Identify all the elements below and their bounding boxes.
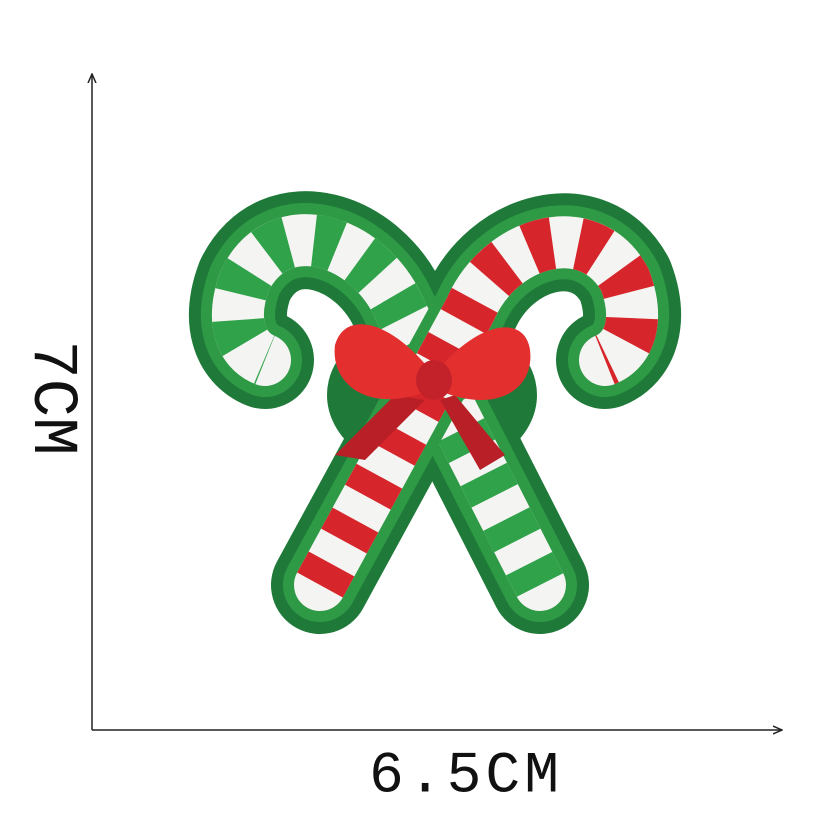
width-label: 6.5CM <box>369 744 563 809</box>
height-label: 7CM <box>15 340 87 455</box>
bow <box>334 324 531 470</box>
candy-cane-patch <box>189 191 681 634</box>
